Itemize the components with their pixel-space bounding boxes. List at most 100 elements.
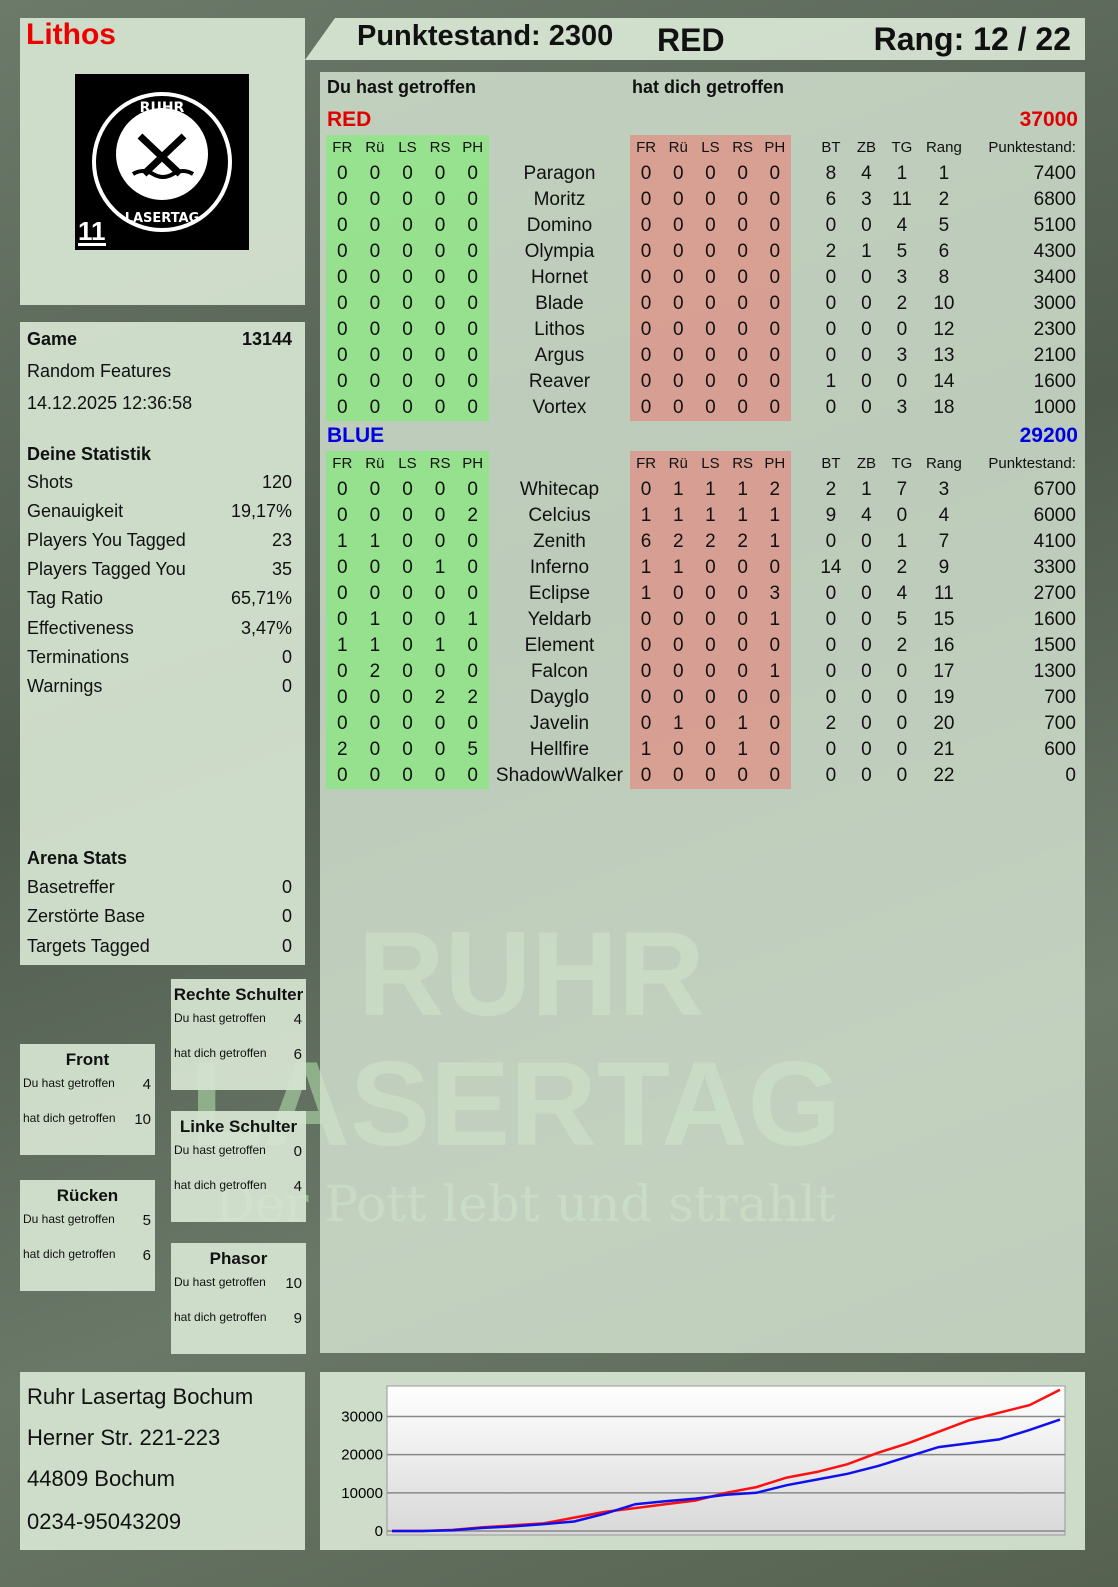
column-header (489, 451, 630, 477)
hit-you-cell: 2 (662, 529, 695, 555)
score-cell: 700 (1044, 687, 1076, 708)
you-hit-cell: 0 (358, 685, 392, 711)
you-hit-cell: 0 (456, 659, 489, 685)
you-hit-cell: 0 (423, 395, 457, 421)
club-logo: RUHR LASERTAG 11 (75, 74, 249, 250)
arena-row: Targets Tagged 0 (27, 936, 292, 957)
stats-title: Deine Statistik (27, 444, 292, 465)
hit-you-cell: 0 (758, 161, 791, 187)
tg-cell: 4 (896, 583, 908, 604)
hit-you-cell: 0 (662, 239, 695, 265)
game-datetime: 14.12.2025 12:36:58 (27, 393, 292, 414)
stat-row: Warnings 0 (27, 676, 292, 697)
team-score: 37000 (1019, 108, 1078, 131)
hit-you-cell: 1 (629, 555, 663, 581)
you-hit-cell: 0 (391, 503, 424, 529)
rank-cell: 7 (938, 531, 950, 552)
hit-you-cell: 2 (726, 529, 759, 555)
you-hit-cell: 0 (456, 555, 489, 581)
hit-you-cell: 1 (694, 503, 727, 529)
cell (791, 343, 813, 369)
you-hit-cell: 0 (391, 633, 424, 659)
jersey-number: 11 (78, 216, 106, 246)
hit-you-cell: 0 (758, 633, 791, 659)
hit-you-cell: 0 (758, 369, 791, 395)
hit-you-cell: 0 (758, 555, 791, 581)
hit-you-cell: 0 (726, 291, 759, 317)
score-cell: 1300 (1033, 661, 1076, 682)
cell (791, 213, 813, 239)
hit-you-cell: 0 (726, 763, 759, 789)
you-hit-cell: 0 (456, 395, 489, 421)
header-bar: Punktestand: 2300 RED Rang: 12 / 22 (305, 18, 1085, 60)
hit-you-cell: 0 (758, 343, 791, 369)
rank-cell: 1 (938, 163, 950, 184)
hit-you-cell: 0 (662, 317, 695, 343)
game-id: 13144 (241, 329, 292, 349)
you-hit-cell: 2 (358, 659, 392, 685)
you-hit-cell: 0 (423, 659, 457, 685)
player-name-cell: Moritz (533, 189, 586, 210)
you-hit-cell: 0 (358, 213, 392, 239)
rank-cell: 12 (933, 319, 955, 340)
column-header: FR (629, 135, 663, 161)
hit-zone-name: Rücken (56, 1186, 119, 1205)
you-hit-cell: 0 (456, 711, 489, 737)
cell (791, 187, 813, 213)
team-table: FR Rü LS RS PH FR Rü LS RS PH BT ZB TG Rang Punktestan… (326, 135, 1078, 421)
tg-cell: 3 (896, 267, 908, 288)
hit-you-cell: 0 (726, 161, 759, 187)
tg-cell: 0 (896, 319, 908, 340)
player-name-cell: Dayglo (529, 687, 590, 708)
score-cell: 0 (1065, 765, 1076, 786)
you-hit-cell: 0 (456, 477, 489, 503)
player-name-cell: Hellfire (529, 739, 590, 760)
bt-cell: 0 (825, 765, 837, 786)
hit-you-cell: 0 (629, 607, 663, 633)
hit-you-cell: 0 (726, 659, 759, 685)
hit-zone-them-row: hat dich getroffen 6 (23, 1247, 151, 1264)
hit-zone-them-row: hat dich getroffen 6 (174, 1046, 302, 1063)
bt-cell: 0 (825, 661, 837, 682)
hit-you-cell: 0 (758, 187, 791, 213)
player-name-cell: Olympia (524, 241, 595, 262)
tg-cell: 3 (896, 397, 908, 418)
you-hit-cell: 0 (358, 369, 392, 395)
hit-you-cell: 0 (694, 239, 727, 265)
column-header: Punktestand: (988, 139, 1076, 156)
hit-you-cell: 0 (662, 161, 695, 187)
hit-you-cell: 0 (629, 477, 663, 503)
hit-you-cell: 0 (758, 317, 791, 343)
column-header: TG (891, 455, 913, 472)
stat-row: Terminations 0 (27, 647, 292, 668)
column-header (791, 451, 813, 477)
you-hit-cell: 0 (391, 161, 424, 187)
hit-zone-name: Phasor (209, 1249, 268, 1268)
y-tick-label: 30000 (341, 1409, 383, 1426)
you-hit-cell: 0 (326, 607, 359, 633)
you-hit-cell: 0 (358, 503, 392, 529)
you-hit-cell: 0 (391, 187, 424, 213)
cell (791, 581, 813, 607)
hit-you-cell: 0 (726, 213, 759, 239)
hit-zone-box: Front Du hast getroffen 4 hat dich getroffe… (20, 1044, 155, 1155)
stat-value: 23 (271, 530, 292, 551)
hit-you-label: hat dich getroffen (23, 1111, 116, 1125)
you-hit-cell: 0 (456, 317, 489, 343)
player-name-cell: Paragon (523, 163, 596, 184)
bt-cell: 9 (825, 505, 837, 526)
tg-cell: 11 (892, 189, 912, 210)
hit-zone-name: Rechte Schulter (173, 985, 304, 1004)
zb-cell: 1 (861, 241, 872, 262)
bt-cell: 0 (825, 319, 837, 340)
cell (791, 477, 813, 503)
you-hit-cell: 0 (456, 213, 489, 239)
hit-you-cell: 0 (726, 581, 759, 607)
you-hit-cell: 0 (423, 711, 457, 737)
player-name-cell: Eclipse (528, 583, 591, 604)
column-header: BT (821, 455, 841, 472)
hit-you-cell: 0 (629, 265, 663, 291)
hit-you-cell: 1 (662, 555, 695, 581)
hit-you-cell: 0 (629, 685, 663, 711)
you-hit-cell: 0 (326, 581, 359, 607)
